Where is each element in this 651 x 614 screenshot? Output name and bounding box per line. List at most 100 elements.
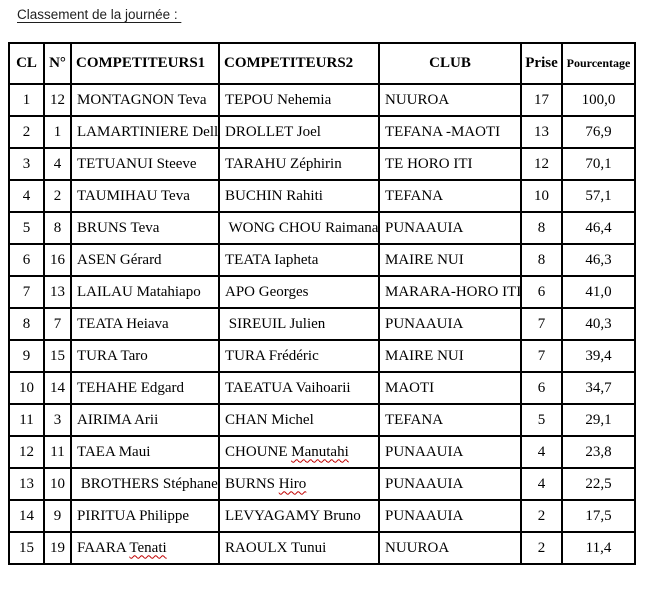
cell-competitor1: TAEA Maui	[70, 435, 220, 469]
cell-club: PUNAAUIA	[378, 307, 522, 341]
cell-prise: 4	[520, 435, 563, 469]
cell-prise: 8	[520, 243, 563, 277]
table-row: 10 14 TEHAHE Edgard TAEATUA Vaihoarii MAOTI 6…	[8, 371, 636, 405]
cell-competitor1: TETUANUI Steeve	[70, 147, 220, 181]
table-row: 12 11 TAEA Maui CHOUNE Manutahi PUNAAUIA 4 23,…	[8, 435, 636, 469]
cell-club: NUUROA	[378, 83, 522, 117]
cell-rank: 8	[8, 307, 45, 341]
cell-rank: 9	[8, 339, 45, 373]
cell-club: MAIRE NUI	[378, 243, 522, 277]
cell-competitor2: BUCHIN Rahiti	[218, 179, 380, 213]
misspelled-word: Hiro	[278, 475, 307, 492]
cell-club: MAIRE NUI	[378, 339, 522, 373]
cell-pourcentage: 40,3	[561, 307, 636, 341]
cell-pourcentage: 100,0	[561, 83, 636, 117]
cell-competitor2: TAEATUA Vaihoarii	[218, 371, 380, 405]
table-body: 1 12 MONTAGNON Teva TEPOU Nehemia NUUROA 17 10…	[8, 83, 636, 565]
cell-competitor1: PIRITUA Philippe	[70, 499, 220, 533]
cell-competitor2: CHAN Michel	[218, 403, 380, 437]
cell-club: PUNAAUIA	[378, 499, 522, 533]
cell-prise: 5	[520, 403, 563, 437]
cell-competitor1: AIRIMA Arii	[70, 403, 220, 437]
cell-competitor2: TURA Frédéric	[218, 339, 380, 373]
cell-prise: 7	[520, 339, 563, 373]
table-row: 8 7 TEATA Heiava SIREUIL Julien PUNAAUIA 7 40…	[8, 307, 636, 341]
cell-club: TEFANA	[378, 179, 522, 213]
cell-number: 14	[43, 371, 72, 405]
table-row: 3 4 TETUANUI Steeve TARAHU Zéphirin TE HORO …	[8, 147, 636, 181]
cell-club: TE HORO ITI	[378, 147, 522, 181]
table-row: 5 8 BRUNS Teva WONG CHOU Raimana PUNAAUIA 8 4…	[8, 211, 636, 245]
cell-competitor2: DROLLET Joel	[218, 115, 380, 149]
cell-prise: 6	[520, 371, 563, 405]
cell-number: 3	[43, 403, 72, 437]
col-header-prise: Prise	[520, 42, 563, 85]
cell-rank: 2	[8, 115, 45, 149]
cell-competitor1: TEHAHE Edgard	[70, 371, 220, 405]
col-header-pourcentage: Pourcentage	[561, 42, 636, 85]
cell-pourcentage: 57,1	[561, 179, 636, 213]
misspelled-word: Tenati	[129, 539, 167, 556]
cell-club: MARARA-HORO ITI	[378, 275, 522, 309]
cell-competitor1: MONTAGNON Teva	[70, 83, 220, 117]
cell-club: NUUROA	[378, 531, 522, 565]
table-row: 1 12 MONTAGNON Teva TEPOU Nehemia NUUROA 17 10…	[8, 83, 636, 117]
cell-rank: 5	[8, 211, 45, 245]
cell-competitor2: SIREUIL Julien	[218, 307, 380, 341]
cell-competitor1: TURA Taro	[70, 339, 220, 373]
cell-pourcentage: 34,7	[561, 371, 636, 405]
cell-club: TEFANA -MAOTI	[378, 115, 522, 149]
col-header-club: CLUB	[378, 42, 522, 85]
cell-club: PUNAAUIA	[378, 435, 522, 469]
cell-competitor2: WONG CHOU Raimana	[218, 211, 380, 245]
cell-competitor2: BURNS Hiro	[218, 467, 380, 501]
table-row: 15 19 FAARA Tenati RAOULX Tunui NUUROA 2 11,4	[8, 531, 636, 565]
cell-rank: 1	[8, 83, 45, 117]
cell-competitor2: TEATA Iapheta	[218, 243, 380, 277]
cell-pourcentage: 23,8	[561, 435, 636, 469]
cell-pourcentage: 39,4	[561, 339, 636, 373]
cell-number: 13	[43, 275, 72, 309]
table-row: 7 13 LAILAU Matahiapo APO Georges MARARA-HOR…	[8, 275, 636, 309]
cell-club: TEFANA	[378, 403, 522, 437]
cell-rank: 12	[8, 435, 45, 469]
cell-prise: 7	[520, 307, 563, 341]
cell-pourcentage: 70,1	[561, 147, 636, 181]
cell-number: 8	[43, 211, 72, 245]
cell-pourcentage: 41,0	[561, 275, 636, 309]
cell-number: 9	[43, 499, 72, 533]
cell-competitor1: BROTHERS Stéphane	[70, 467, 220, 501]
cell-pourcentage: 29,1	[561, 403, 636, 437]
cell-number: 15	[43, 339, 72, 373]
cell-rank: 3	[8, 147, 45, 181]
cell-competitor2: RAOULX Tunui	[218, 531, 380, 565]
cell-number: 19	[43, 531, 72, 565]
cell-competitor2: CHOUNE Manutahi	[218, 435, 380, 469]
cell-number: 12	[43, 83, 72, 117]
cell-rank: 14	[8, 499, 45, 533]
cell-number: 4	[43, 147, 72, 181]
cell-rank: 11	[8, 403, 45, 437]
cell-club: PUNAAUIA	[378, 211, 522, 245]
cell-competitor1: TEATA Heiava	[70, 307, 220, 341]
cell-competitor1: FAARA Tenati	[70, 531, 220, 565]
cell-rank: 7	[8, 275, 45, 309]
col-header-rank: CL	[8, 42, 45, 85]
table-header-row: CL N° COMPETITEURS1 COMPETITEURS2 CLUB P…	[8, 42, 636, 85]
cell-competitor1: BRUNS Teva	[70, 211, 220, 245]
col-header-competitor2: COMPETITEURS2	[218, 42, 380, 85]
cell-prise: 13	[520, 115, 563, 149]
cell-competitor1: LAILAU Matahiapo	[70, 275, 220, 309]
cell-number: 10	[43, 467, 72, 501]
table-row: 9 15 TURA Taro TURA Frédéric MAIRE NUI 7 39,4	[8, 339, 636, 373]
cell-pourcentage: 46,3	[561, 243, 636, 277]
cell-prise: 17	[520, 83, 563, 117]
cell-number: 7	[43, 307, 72, 341]
cell-rank: 13	[8, 467, 45, 501]
table-row: 11 3 AIRIMA Arii CHAN Michel TEFANA 5 29,1	[8, 403, 636, 437]
table-row: 6 16 ASEN Gérard TEATA Iapheta MAIRE NUI 8 46,…	[8, 243, 636, 277]
cell-pourcentage: 76,9	[561, 115, 636, 149]
table-row: 13 10 BROTHERS Stéphane BURNS Hiro PUNAAUIA…	[8, 467, 636, 501]
cell-rank: 15	[8, 531, 45, 565]
ranking-table: CL N° COMPETITEURS1 COMPETITEURS2 CLUB P…	[8, 42, 636, 565]
